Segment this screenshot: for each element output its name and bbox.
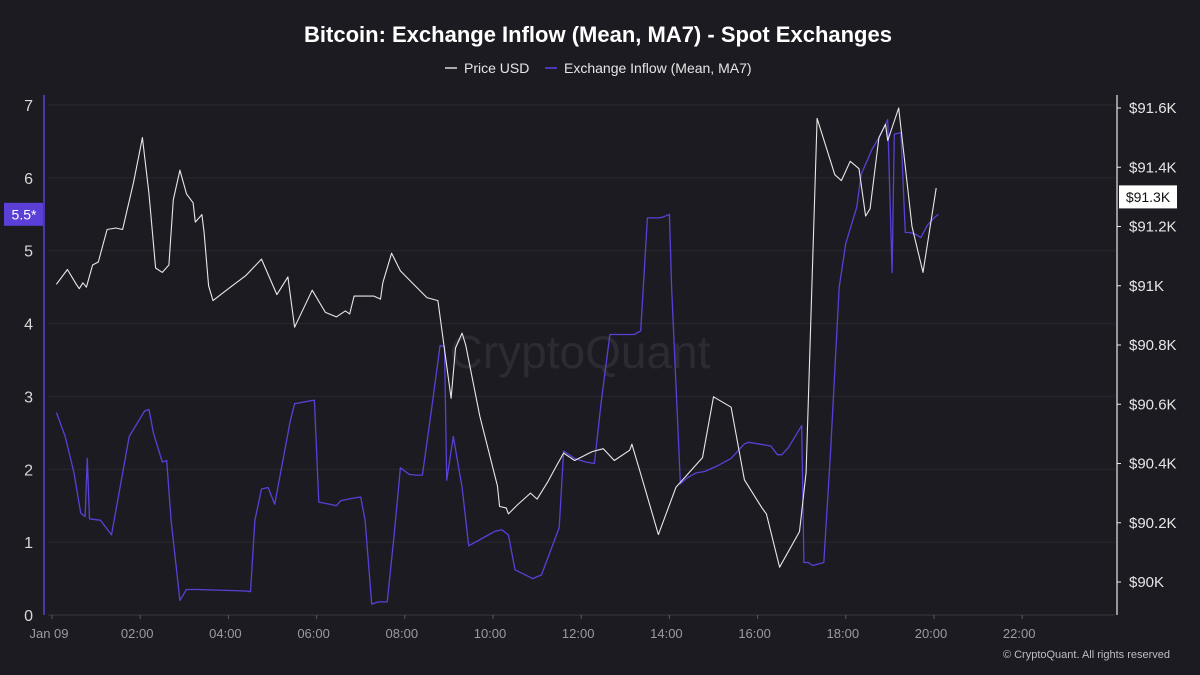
series-lines — [55, 107, 939, 605]
x-tick-label: 18:00 — [827, 626, 860, 641]
legend-inflow-label[interactable]: Exchange Inflow (Mean, MA7) — [564, 60, 752, 76]
x-tick-label: 14:00 — [650, 626, 683, 641]
left-tick-label: 0 — [24, 608, 33, 625]
right-tick-label: $91.2K — [1129, 219, 1177, 236]
left-current-badge-bg — [4, 202, 43, 226]
x-tick-label: 02:00 — [121, 626, 154, 641]
right-tick-label: $90K — [1129, 574, 1164, 591]
x-tick-label: 22:00 — [1003, 626, 1036, 641]
watermark: CryptoQuant — [450, 326, 711, 378]
right-tick-label: $91K — [1129, 278, 1164, 295]
copyright-notice: © CryptoQuant. All rights reserved — [1003, 649, 1170, 661]
right-tick-label: $91.6K — [1129, 100, 1177, 117]
right-axis-ticks: $90K $90.2K $90.4K $90.6K $90.8K $91K $91.2K $9… — [1117, 100, 1177, 591]
right-tick-label: $91.4K — [1129, 159, 1177, 176]
x-axis-ticks: Jan 09 02:00 04:00 06:00 08:00 10:00 12:00 14:0… — [29, 615, 1035, 641]
right-tick-label: $90.2K — [1129, 515, 1177, 532]
right-current-badge: $91.3K — [1119, 185, 1177, 209]
right-tick-label: $90.6K — [1129, 396, 1177, 413]
exchange-inflow-line — [55, 118, 939, 605]
left-tick-label: 5 — [24, 244, 33, 261]
left-current-value: 5.5* — [12, 206, 37, 222]
x-tick-label: 06:00 — [297, 626, 330, 641]
right-current-value: $91.3K — [1126, 189, 1171, 205]
price-usd-line — [55, 107, 937, 568]
right-tick-label: $90.8K — [1129, 337, 1177, 354]
x-tick-label: 08:00 — [386, 626, 419, 641]
left-tick-label: 6 — [24, 171, 33, 188]
left-tick-label: 4 — [24, 317, 33, 334]
legend[interactable]: Price USD Exchange Inflow (Mean, MA7) — [445, 60, 752, 76]
legend-price-label[interactable]: Price USD — [464, 60, 529, 76]
x-tick-label: 10:00 — [474, 626, 507, 641]
left-tick-label: 7 — [24, 98, 33, 115]
chart-title: Bitcoin: Exchange Inflow (Mean, MA7) - S… — [304, 22, 892, 47]
left-tick-label: 2 — [24, 462, 33, 479]
x-tick-label: 12:00 — [562, 626, 595, 641]
x-tick-label: 04:00 — [209, 626, 242, 641]
x-tick-label: 20:00 — [915, 626, 948, 641]
x-tick-label: 16:00 — [738, 626, 771, 641]
left-axis-ticks: 0 1 2 3 4 5 6 7 — [24, 98, 33, 625]
x-tick-label: Jan 09 — [29, 626, 68, 641]
right-current-badge-bg — [1119, 185, 1177, 209]
left-tick-label: 1 — [24, 535, 33, 552]
right-tick-label: $90.4K — [1129, 456, 1177, 473]
left-current-badge: 5.5* — [4, 202, 43, 226]
left-tick-label: 3 — [24, 389, 33, 406]
